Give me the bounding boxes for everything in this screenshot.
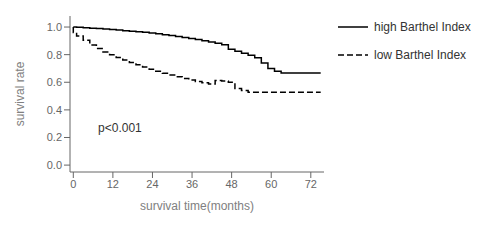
svg-text:0.0: 0.0 bbox=[47, 159, 62, 171]
svg-text:p<0.001: p<0.001 bbox=[98, 121, 142, 135]
svg-text:48: 48 bbox=[226, 178, 238, 190]
html-text:low Barthel Index: low Barthel Index bbox=[374, 48, 467, 62]
svg-text:72: 72 bbox=[305, 178, 317, 190]
svg-text:0.4: 0.4 bbox=[47, 104, 62, 116]
svg-text:survival time(months): survival time(months) bbox=[140, 199, 254, 213]
svg-text:0.6: 0.6 bbox=[47, 76, 62, 88]
svg-text:1.0: 1.0 bbox=[47, 21, 62, 33]
svg-text:12: 12 bbox=[107, 178, 119, 190]
svg-text:survival rate: survival rate bbox=[13, 61, 27, 126]
svg-text:0.2: 0.2 bbox=[47, 131, 62, 143]
svg-text:0: 0 bbox=[70, 178, 76, 190]
svg-text:0.8: 0.8 bbox=[47, 49, 62, 61]
svg-text:36: 36 bbox=[186, 178, 198, 190]
svg-text:24: 24 bbox=[146, 178, 158, 190]
svg-text:60: 60 bbox=[265, 178, 277, 190]
html-text:high Barthel Index: high Barthel Index bbox=[374, 20, 471, 34]
